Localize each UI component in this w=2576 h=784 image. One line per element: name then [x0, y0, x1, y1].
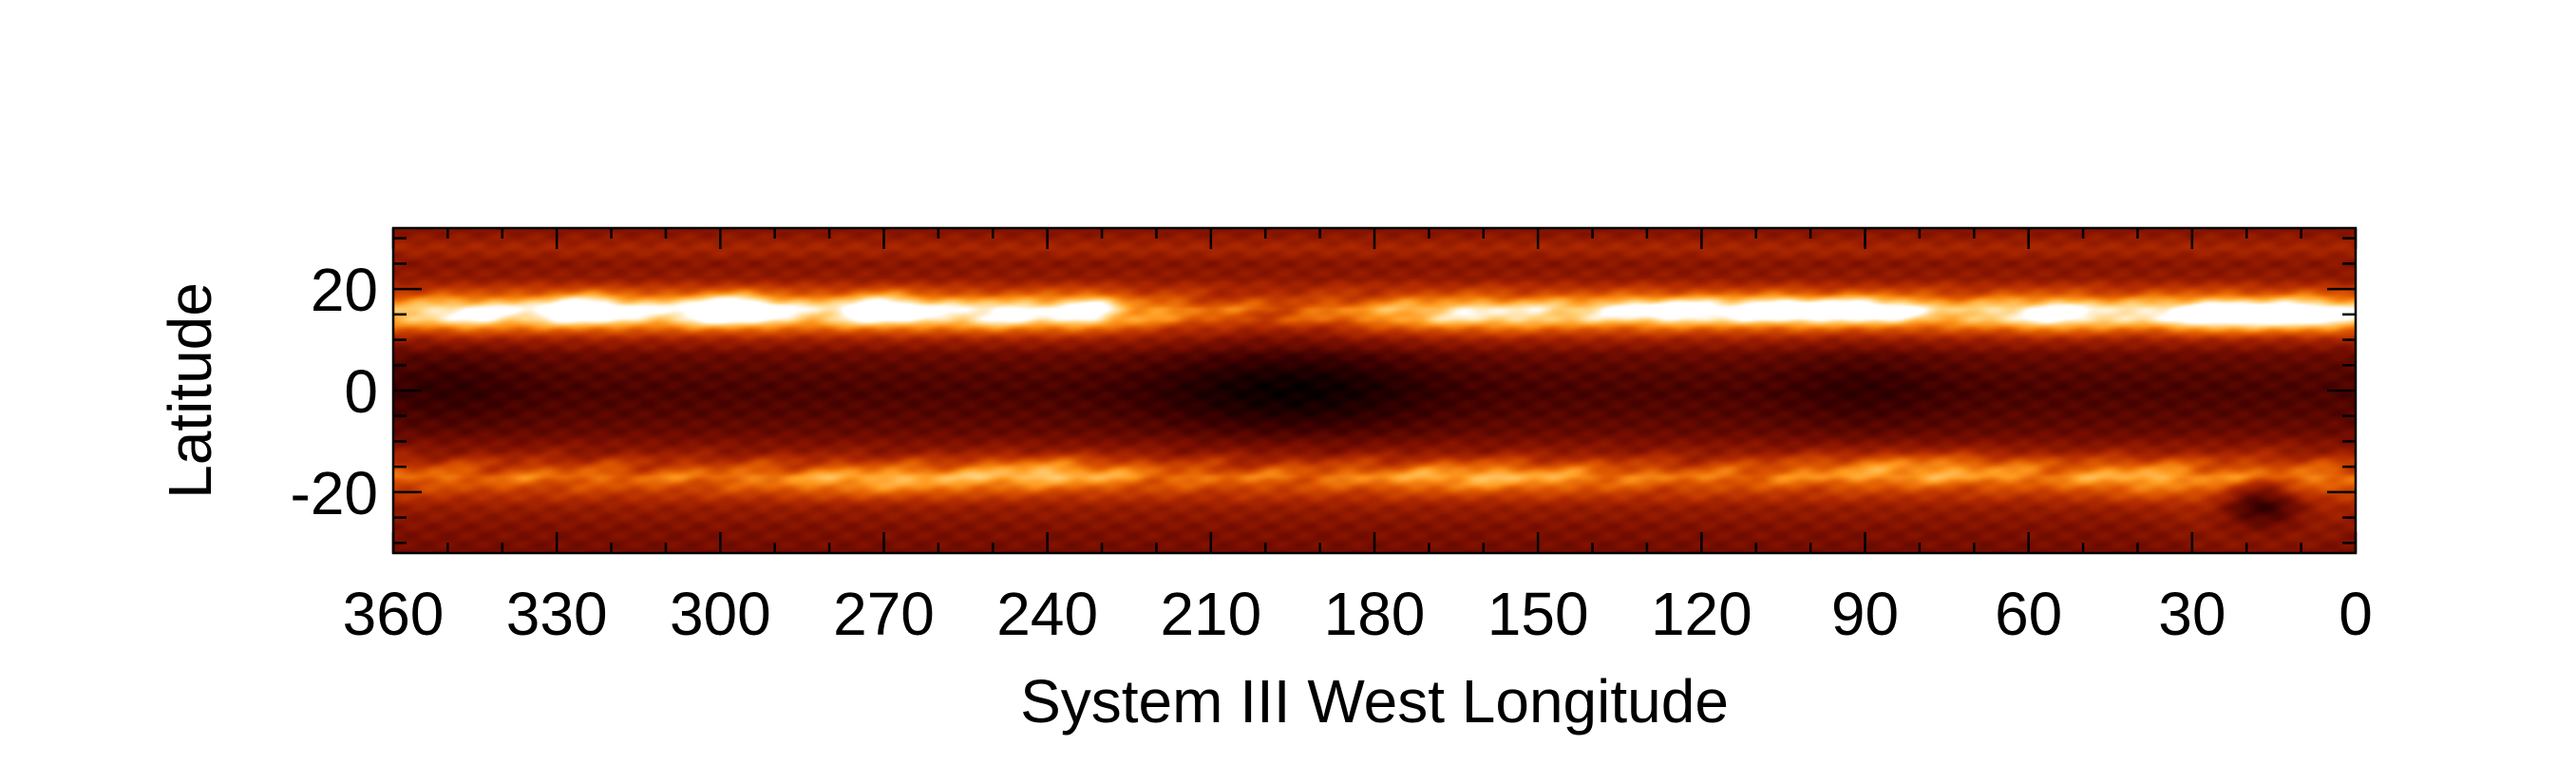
x-tick-labels: 360 330 300 270 240 210 180 150 120 90 60 30 0 — [343, 580, 2373, 648]
x-tick-label: 270 — [833, 580, 935, 648]
x-tick-label: 240 — [996, 580, 1098, 648]
x-tick-label: 210 — [1160, 580, 1261, 648]
x-axis-title: System III West Longitude — [1020, 667, 1729, 736]
x-tick-label: 90 — [1831, 580, 1899, 648]
x-tick-label: 180 — [1324, 580, 1426, 648]
x-tick-label: 360 — [343, 580, 445, 648]
plot-area — [391, 226, 2358, 555]
y-axis-title: Latitude — [156, 282, 224, 499]
x-tick-label: 150 — [1487, 580, 1589, 648]
y-tick-label: 0 — [344, 357, 378, 426]
x-tick-label: 120 — [1651, 580, 1752, 648]
x-tick-label: 300 — [670, 580, 771, 648]
y-tick-label: -20 — [291, 459, 379, 527]
heatmap-image — [393, 228, 2356, 553]
y-tick-label: 20 — [311, 256, 378, 324]
x-tick-label: 60 — [1995, 580, 2062, 648]
x-tick-label: 30 — [2158, 580, 2226, 648]
y-tick-labels: 20 0 -20 — [291, 256, 379, 527]
x-tick-label: 330 — [506, 580, 608, 648]
x-tick-label: 0 — [2339, 580, 2373, 648]
axis-ticks — [391, 228, 2358, 553]
